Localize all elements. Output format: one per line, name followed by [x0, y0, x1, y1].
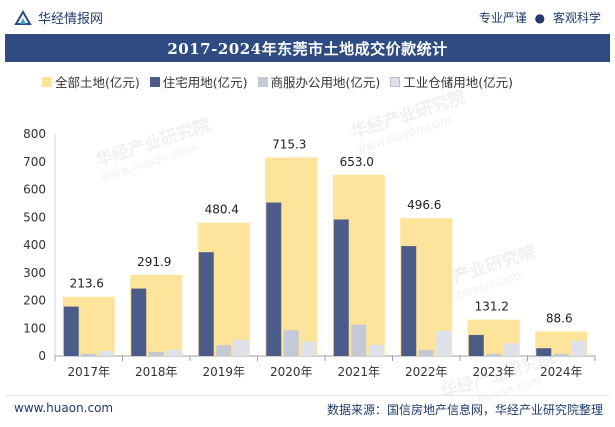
x-tick-label: 2019年	[202, 365, 245, 379]
data-label-total: 480.4	[205, 203, 239, 217]
bar-industrial	[436, 331, 452, 356]
legend-item-industrial: 工业仓储用地(亿元)	[390, 72, 513, 91]
bar-industrial	[166, 349, 182, 356]
bar-residential	[198, 252, 214, 356]
x-tick-label: 2024年	[540, 365, 583, 379]
legend-item-total: 全部土地(亿元)	[42, 72, 140, 91]
y-tick-label: 700	[23, 155, 46, 169]
data-label-total: 715.3	[272, 138, 306, 152]
bar-commercial	[81, 353, 97, 356]
y-tick-label: 200	[23, 294, 46, 308]
x-tick-label: 2023年	[472, 365, 515, 379]
x-tick-label: 2017年	[67, 365, 110, 379]
data-label-total: 653.0	[340, 155, 374, 169]
brand-logo-icon	[14, 9, 32, 26]
bar-industrial	[98, 351, 114, 356]
bar-residential	[401, 246, 417, 356]
top-bar: 华经情报网 专业严谨 ● 客观科学	[0, 0, 615, 34]
footer-website-link[interactable]: www.huaon.com	[14, 401, 114, 415]
chart-title: 2017-2024年东莞市土地成交价款统计	[5, 34, 610, 62]
bar-industrial	[301, 341, 317, 356]
footer-divider	[5, 395, 610, 396]
legend-label-residential: 住宅用地(亿元)	[162, 75, 248, 90]
bar-residential	[131, 288, 147, 356]
y-tick-label: 300	[23, 266, 46, 280]
y-tick-label: 0	[38, 349, 46, 363]
bar-commercial	[418, 349, 434, 356]
legend-item-commercial: 商服办公用地(亿元)	[257, 72, 381, 91]
bar-commercial	[283, 330, 299, 356]
legend-item-residential: 住宅用地(亿元)	[149, 72, 248, 91]
legend-label-commercial: 商服办公用地(亿元)	[270, 75, 381, 90]
bar-residential	[536, 348, 552, 356]
bar-industrial	[571, 340, 587, 356]
tagline-left: 专业严谨	[478, 11, 527, 25]
legend-swatch-residential	[149, 76, 160, 87]
x-tick-label: 2020年	[270, 365, 313, 379]
bar-residential	[266, 202, 282, 356]
y-tick-label: 500	[23, 210, 46, 224]
brand[interactable]: 华经情报网	[14, 8, 103, 27]
bar-residential	[63, 306, 79, 356]
y-tick-label: 800	[23, 127, 46, 141]
legend-swatch-industrial	[390, 76, 401, 87]
bar-residential	[468, 334, 484, 356]
bar-commercial	[486, 353, 502, 356]
bar-commercial	[216, 345, 232, 356]
bar-industrial	[503, 343, 519, 356]
y-tick-label: 400	[23, 238, 46, 252]
legend-label-industrial: 工业仓储用地(亿元)	[403, 75, 514, 90]
data-label-total: 213.6	[70, 277, 104, 291]
bar-industrial	[233, 339, 249, 356]
data-label-total: 88.6	[546, 311, 573, 325]
data-label-total: 131.2	[475, 300, 509, 314]
chart-legend: 全部土地(亿元) 住宅用地(亿元) 商服办公用地(亿元) 工业仓储用地(亿元)	[42, 72, 513, 91]
data-label-total: 496.6	[407, 198, 441, 212]
legend-swatch-total	[42, 76, 52, 87]
x-tick-label: 2018年	[135, 365, 178, 379]
data-label-total: 291.9	[137, 255, 171, 269]
tagline-separator: ●	[534, 11, 546, 25]
bar-commercial	[351, 324, 367, 356]
tagline: 专业严谨 ● 客观科学	[479, 9, 601, 26]
x-tick-label: 2021年	[337, 365, 380, 379]
bar-industrial	[368, 344, 384, 356]
bar-residential	[333, 219, 349, 356]
tagline-right: 客观科学	[552, 11, 601, 25]
y-tick-label: 100	[23, 321, 46, 335]
brand-name: 华经情报网	[38, 12, 104, 27]
legend-swatch-commercial	[257, 76, 268, 87]
x-tick-label: 2022年	[405, 365, 448, 379]
footer-source: 数据来源：国信房地产信息网，华经产业研究院整理	[326, 403, 603, 417]
legend-label-total: 全部土地(亿元)	[55, 75, 140, 90]
bar-commercial	[553, 353, 569, 356]
bar-commercial	[148, 351, 164, 356]
y-tick-label: 600	[23, 183, 46, 197]
